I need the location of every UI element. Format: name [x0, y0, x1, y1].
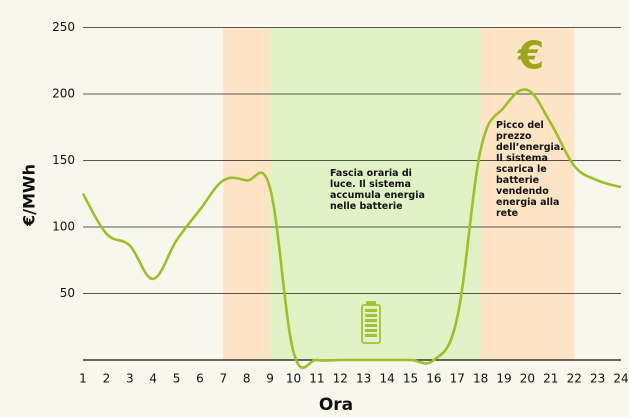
x-tick-label: 10: [286, 372, 301, 386]
x-tick-label: 18: [473, 372, 488, 386]
x-tick-label: 4: [149, 372, 157, 386]
y-axis-label: €/MWh: [20, 164, 39, 227]
x-tick-label: 5: [173, 372, 181, 386]
battery-icon: [361, 301, 381, 344]
y-tick-label: 100: [52, 220, 75, 234]
shaded-band: [223, 27, 271, 360]
annotation: Fascia oraria di luce. Il sistema accumu…: [330, 168, 425, 212]
x-tick-label: 14: [379, 372, 394, 386]
x-axis-label: Ora: [319, 395, 353, 415]
y-tick-label: 50: [60, 286, 75, 300]
y-tick-label: 150: [52, 153, 75, 167]
x-tick-label: 7: [220, 372, 228, 386]
x-tick-label: 15: [403, 372, 418, 386]
y-tick-label: 200: [52, 87, 75, 101]
shaded-band: [480, 27, 575, 360]
x-tick-label: 21: [543, 372, 558, 386]
price-line: [81, 88, 622, 369]
x-tick-label: 8: [243, 372, 251, 386]
euro-symbol: €: [517, 34, 544, 78]
x-tick-label: 11: [309, 372, 324, 386]
x-tick-label: 20: [520, 372, 535, 386]
x-tick-label: 22: [567, 372, 582, 386]
x-tick-label: 24: [613, 372, 628, 386]
x-tick-label: 19: [496, 372, 511, 386]
y-tick-label: 250: [52, 20, 75, 34]
x-tick-label: 12: [333, 372, 348, 386]
x-tick-label: 13: [356, 372, 371, 386]
x-tick-label: 17: [450, 372, 465, 386]
x-tick-label: 16: [426, 372, 441, 386]
annotation: Picco del prezzo dell’energia. Il sistem…: [496, 120, 564, 219]
x-tick-label: 9: [266, 372, 274, 386]
x-tick-label: 2: [103, 372, 111, 386]
x-tick-label: 1: [79, 372, 87, 386]
x-tick-label: 6: [196, 372, 204, 386]
x-tick-label: 3: [126, 372, 134, 386]
x-tick-label: 23: [590, 372, 605, 386]
